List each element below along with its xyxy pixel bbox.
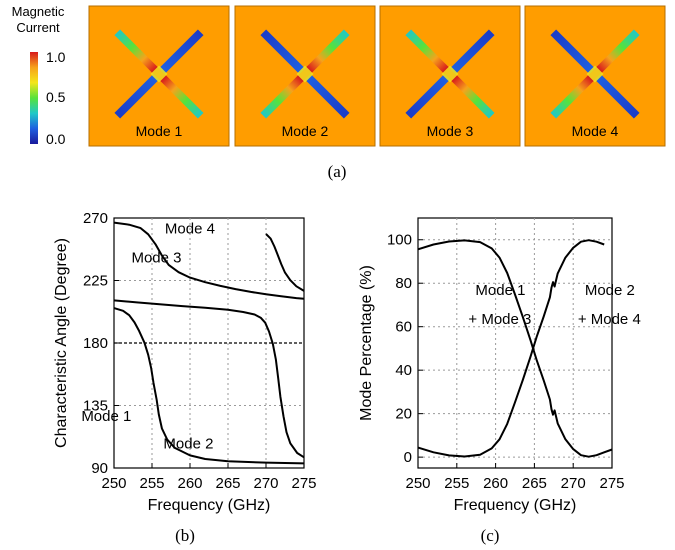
chart-b-ytick-label: 135 [83,398,108,415]
colorbar-tick-bottom: 0.0 [46,131,66,147]
mode-panel-4: Mode 4 [524,5,666,147]
mode-panel-label: Mode 3 [427,123,474,139]
mode-panel-label: Mode 1 [136,123,183,139]
mode-panel-label: Mode 2 [282,123,329,139]
chart-b-series-2 [265,233,305,292]
chart-c-ytick-label: 80 [395,275,412,292]
chart-b-ytick-label: 225 [83,273,108,290]
mode-panel-3: Mode 3 [379,5,521,147]
chart-c-ticks: 250 255 260 265 270 275 0 20 40 60 80 100 [387,232,625,492]
caption-c: (c) [481,526,500,545]
colorbar-scale [30,52,38,144]
chart-b-ylabel: Characteristic Angle (Degree) [53,238,70,448]
colorbar: Magnetic Current 1.0 0.5 0.0 [12,4,66,147]
mode-panel-label: Mode 4 [572,123,619,139]
caption-b: (b) [175,526,195,545]
cross-center [441,65,459,83]
chart-c-xtick-label: 275 [599,475,624,492]
chart-c: 250 255 260 265 270 275 0 20 40 60 80 100 Mode 1 + M… [358,217,641,514]
colorbar-title-line1: Magnetic [12,4,65,19]
mode-panel-2: Mode 2 [234,5,376,147]
chart-b-xtick-label: 270 [253,475,278,492]
chart-b-ticks: 250 255 260 265 270 275 90 135 180 225 270 [83,210,317,492]
chart-b-series-3 [113,299,305,459]
chart-b-annotation: Mode 2 [163,436,213,453]
caption-a: (a) [328,162,347,181]
chart-b-xtick-label: 265 [215,475,240,492]
chart-b-series-4 [113,307,305,465]
chart-c-ytick-label: 20 [395,406,412,423]
chart-b-ytick-label: 90 [91,460,108,477]
chart-b-annotation: Mode 4 [165,220,215,237]
colorbar-title-line2: Current [16,20,60,35]
chart-c-annotation-line2: + Mode 4 [578,311,641,328]
cross-center [296,65,314,83]
colorbar-tick-top: 1.0 [46,49,66,65]
chart-b-series-1 [113,221,305,300]
colorbar-tick-mid: 0.5 [46,89,66,105]
mode-panels: Mode 1 Mode 2 Mode 3 Mode 4 [88,5,666,147]
chart-b-annotation: Mode 1 [81,408,131,425]
chart-c-xlabel: Frequency (GHz) [454,497,577,514]
chart-c-annotations: Mode 1 + Mode 3 Mode 2 + Mode 4 [468,282,640,328]
chart-c-annotation-line2: + Mode 3 [468,311,531,328]
chart-c-xtick-label: 270 [561,475,586,492]
cross-center [150,65,168,83]
chart-c-annotation: Mode 1 [475,282,525,299]
chart-c-series-2 [417,239,605,458]
chart-b-ytick-label: 270 [83,210,108,227]
chart-c-ylabel: Mode Percentage (%) [358,265,375,421]
chart-c-series-group [417,239,613,458]
chart-c-series-1 [417,239,613,458]
chart-b-xtick-label: 260 [177,475,202,492]
chart-c-ytick-label: 60 [395,319,412,336]
chart-c-xtick-label: 260 [483,475,508,492]
chart-c-xtick-label: 265 [522,475,547,492]
chart-b-annotation: Mode 3 [131,249,181,266]
chart-c-xtick-label: 250 [405,475,430,492]
chart-b-annotations: Mode 4 Mode 3 Mode 1 Mode 2 [81,220,215,452]
chart-c-ytick-label: 100 [387,232,412,249]
chart-c-annotation: Mode 2 [585,282,635,299]
cross-center [586,65,604,83]
chart-c-grid [418,218,612,468]
chart-b-xtick-label: 250 [101,475,126,492]
chart-c-xtick-label: 255 [444,475,469,492]
chart-c-ytick-label: 0 [404,449,412,466]
chart-c-ytick-label: 40 [395,362,412,379]
chart-b-xlabel: Frequency (GHz) [148,497,271,514]
chart-b-xtick-label: 275 [291,475,316,492]
mode-panel-1: Mode 1 [88,5,230,147]
chart-b-xtick-label: 255 [139,475,164,492]
chart-c-frame [417,217,613,469]
chart-b-ytick-label: 180 [83,335,108,352]
chart-b-series-group [113,221,305,465]
